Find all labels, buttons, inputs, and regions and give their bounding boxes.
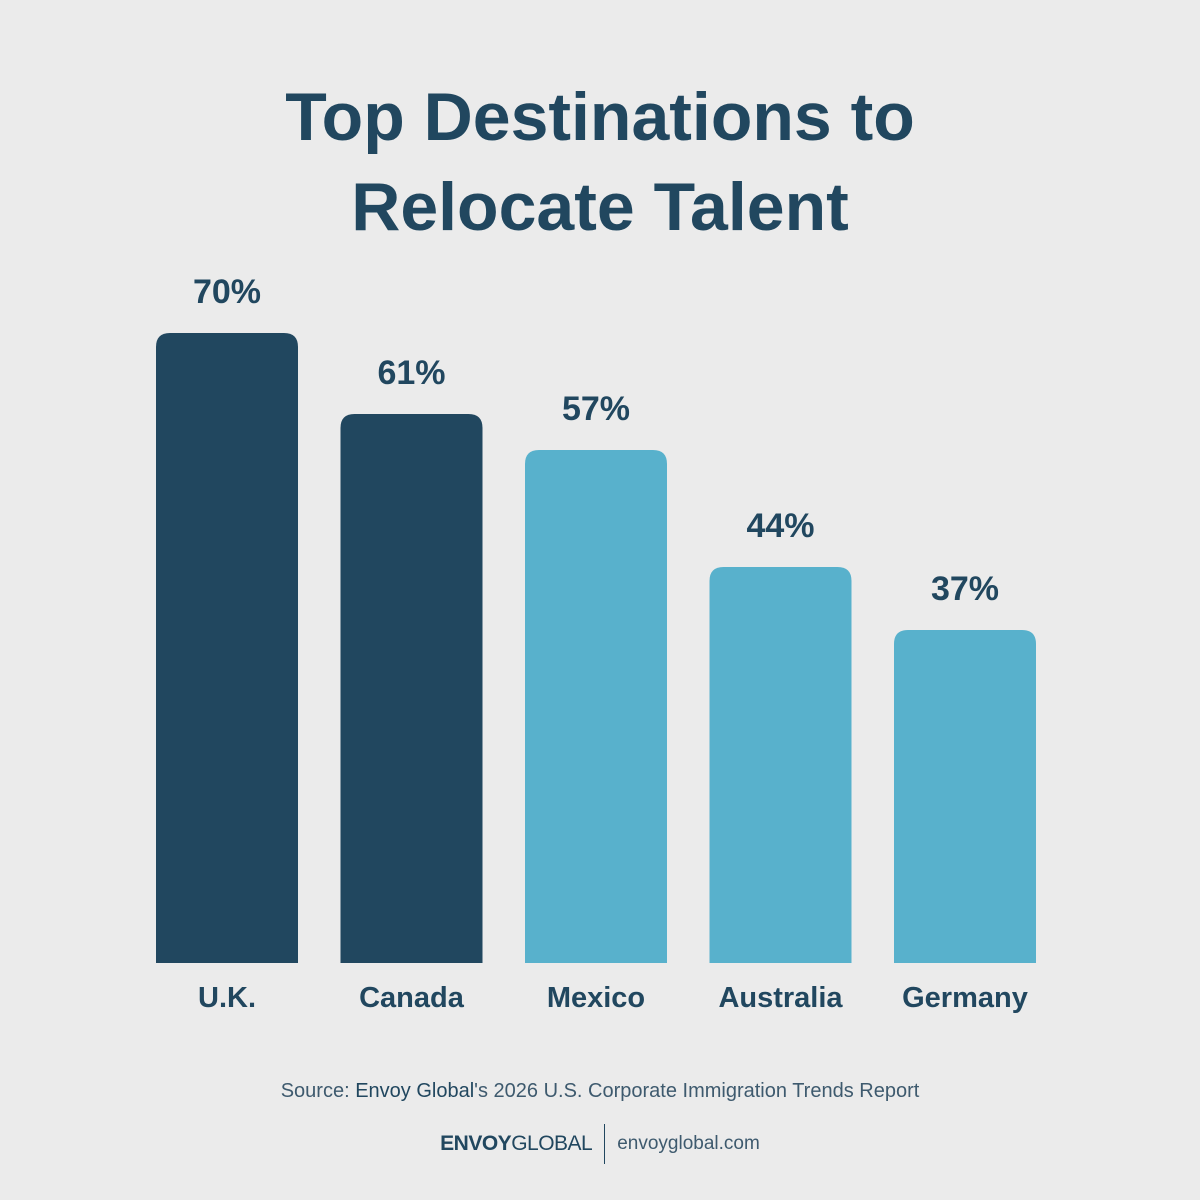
x-tick-label: Germany xyxy=(902,982,1028,1014)
x-tick-label: Mexico xyxy=(547,982,645,1014)
x-tick-label: Canada xyxy=(359,982,465,1014)
source-brand: Envoy Global xyxy=(355,1080,475,1102)
source-rest: 's 2026 U.S. Corporate Immigration Trend… xyxy=(474,1080,920,1102)
logo-bold: ENVOY xyxy=(440,1132,512,1155)
source-note: Source: Envoy Global's 2026 U.S. Corpora… xyxy=(0,1080,1200,1103)
chart-title: Top Destinations to Relocate Talent xyxy=(285,79,915,245)
logo: ENVOYGLOBAL xyxy=(440,1124,606,1164)
value-label: 57% xyxy=(562,390,630,428)
bar xyxy=(894,630,1036,963)
website: envoyglobal.com xyxy=(617,1133,760,1154)
source-prefix: Source: xyxy=(280,1080,356,1102)
value-label: 44% xyxy=(746,507,814,545)
x-tick-label: U.K. xyxy=(198,982,256,1014)
x-tick-label: Australia xyxy=(718,982,843,1014)
footer: ENVOYGLOBAL envoyglobal.com xyxy=(0,1124,1200,1164)
bar xyxy=(156,333,298,963)
value-label: 70% xyxy=(193,273,261,311)
bar xyxy=(525,450,667,963)
value-label: 37% xyxy=(931,570,999,608)
logo-light: GLOBAL xyxy=(511,1132,593,1155)
bar xyxy=(709,567,852,963)
bar xyxy=(340,414,483,963)
value-label: 61% xyxy=(377,354,445,392)
